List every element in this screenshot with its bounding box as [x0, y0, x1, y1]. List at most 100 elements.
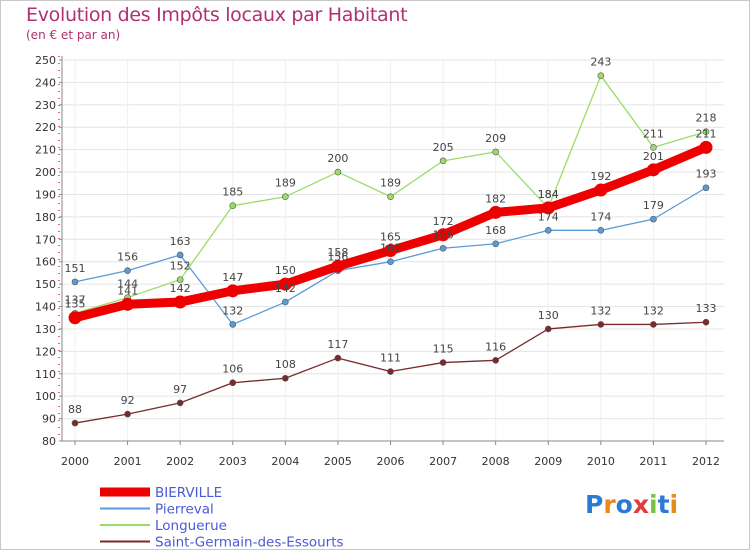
y-tick-label: 230	[35, 99, 56, 112]
data-label: 115	[433, 343, 454, 356]
data-point	[384, 244, 397, 257]
y-tick-label: 80	[42, 435, 56, 448]
data-point	[278, 277, 292, 291]
data-label: 156	[327, 251, 348, 264]
data-point	[436, 228, 450, 242]
data-label: 135	[65, 298, 86, 311]
y-tick-label: 190	[35, 188, 56, 201]
data-point	[541, 201, 555, 215]
data-label: 150	[275, 264, 296, 277]
data-point	[387, 258, 394, 266]
data-point	[334, 168, 342, 176]
data-point	[544, 227, 552, 234]
data-point	[594, 183, 608, 197]
data-label: 132	[590, 304, 611, 317]
data-point	[439, 157, 447, 165]
data-point	[282, 298, 289, 306]
y-tick-label: 210	[35, 144, 56, 157]
data-label: 243	[590, 56, 611, 69]
legend-label: Saint-Germain-des-Essourts	[155, 535, 344, 550]
data-label: 166	[433, 228, 454, 241]
data-point	[229, 202, 237, 209]
data-label: 132	[643, 304, 664, 317]
data-point	[439, 359, 447, 366]
data-point	[492, 148, 499, 156]
data-label: 184	[538, 188, 559, 201]
legend-label: Longuerue	[155, 518, 227, 534]
data-point	[646, 163, 660, 177]
data-label: 133	[696, 302, 717, 315]
data-label: 193	[696, 168, 717, 181]
data-point	[71, 278, 79, 286]
data-label: 141	[117, 284, 138, 297]
logo-letter: i	[649, 490, 658, 519]
logo-letter: x	[632, 490, 649, 519]
data-label: 92	[121, 394, 135, 407]
data-label: 189	[275, 177, 296, 190]
data-point	[176, 276, 184, 283]
data-label: 211	[643, 127, 664, 140]
data-point	[229, 321, 237, 328]
x-tick-label: 2009	[534, 455, 562, 468]
x-tick-label: 2003	[219, 455, 247, 468]
logo-letter: t	[657, 490, 670, 519]
y-tick-label: 250	[35, 54, 56, 67]
data-label: 189	[380, 177, 401, 190]
data-label: 201	[643, 150, 664, 163]
data-label: 192	[590, 170, 611, 183]
data-label: 182	[485, 192, 506, 205]
data-label: 179	[643, 199, 664, 212]
y-tick-label: 160	[35, 256, 56, 269]
data-label: 130	[538, 309, 559, 322]
data-point	[334, 354, 342, 362]
data-label: 160	[380, 242, 401, 255]
data-label: 88	[68, 403, 82, 416]
data-label: 108	[275, 358, 296, 371]
logo-letter: P	[585, 490, 604, 519]
data-point	[226, 284, 240, 298]
data-point	[387, 193, 394, 201]
x-tick-label: 2000	[61, 455, 89, 468]
proxiti-logo: Proxiti	[585, 490, 678, 519]
legend-label: BIERVILLE	[155, 485, 222, 501]
data-label: 116	[485, 340, 506, 353]
data-label: 172	[433, 215, 454, 228]
legend-label: Pierreval	[155, 502, 214, 518]
data-label: 158	[327, 246, 348, 259]
data-point	[544, 325, 552, 333]
data-point	[702, 318, 710, 326]
chart-subtitle: (en € et par an)	[26, 28, 121, 42]
data-label: 137	[65, 293, 86, 306]
data-label: 185	[222, 186, 243, 199]
data-label: 132	[222, 304, 243, 317]
data-point	[650, 321, 657, 328]
data-label: 211	[696, 127, 717, 140]
data-label: 200	[327, 152, 348, 165]
data-label: 184	[538, 188, 559, 201]
chart-title: Evolution des Impôts locaux par Habitant	[26, 4, 408, 26]
data-point	[68, 311, 82, 325]
logo-letter: o	[615, 490, 633, 519]
data-point	[650, 215, 657, 223]
data-point	[282, 193, 289, 201]
data-point	[173, 295, 187, 309]
x-tick-label: 2002	[166, 455, 194, 468]
data-point	[387, 368, 394, 375]
y-tick-label: 170	[35, 233, 56, 246]
y-tick-label: 240	[35, 76, 56, 89]
data-label: 142	[275, 282, 296, 295]
y-tick-label: 120	[35, 345, 56, 358]
data-point	[176, 251, 184, 259]
data-label: 111	[380, 352, 401, 365]
data-label: 97	[173, 383, 187, 396]
x-tick-label: 2005	[324, 455, 352, 468]
data-label: 209	[485, 132, 506, 145]
x-tick-label: 2004	[271, 455, 299, 468]
data-label: 106	[222, 363, 243, 376]
data-point	[650, 144, 657, 151]
data-point	[331, 259, 345, 273]
data-point	[124, 267, 131, 274]
data-label: 165	[380, 231, 401, 244]
data-point	[492, 240, 499, 248]
